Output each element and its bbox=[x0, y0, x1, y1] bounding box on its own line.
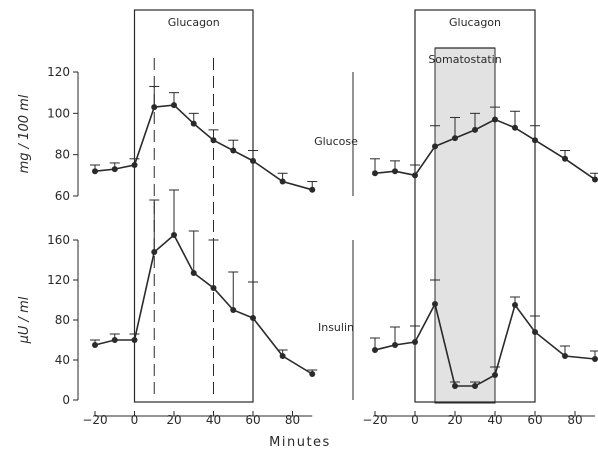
data-point bbox=[432, 143, 438, 150]
data-point bbox=[190, 270, 197, 276]
data-point bbox=[412, 172, 418, 179]
data-point bbox=[309, 371, 316, 377]
x-tick-label: 0 bbox=[411, 413, 419, 427]
data-point bbox=[372, 347, 378, 353]
x-tick-label: 20 bbox=[166, 413, 181, 427]
data-point bbox=[592, 176, 598, 183]
data-point bbox=[452, 135, 458, 142]
y-tick-label: 160 bbox=[47, 233, 70, 247]
x-tick-label: 0 bbox=[131, 413, 139, 427]
x-tick-label: 20 bbox=[447, 413, 462, 427]
x-tick-label: 80 bbox=[285, 413, 300, 427]
y-tick-label: 120 bbox=[47, 273, 70, 287]
y-tick-label: 40 bbox=[55, 353, 70, 367]
data-point bbox=[592, 356, 598, 362]
data-point bbox=[309, 186, 316, 193]
data-point bbox=[151, 104, 158, 111]
data-point bbox=[210, 285, 217, 291]
data-point bbox=[190, 120, 197, 127]
data-point bbox=[151, 249, 158, 255]
labels-layer: Glucagon 60 80 100 120 mg / 100 ml Glucose 0 40 8… bbox=[17, 16, 583, 427]
y-tick-label: 80 bbox=[55, 148, 70, 162]
data-layer bbox=[90, 85, 598, 389]
data-point bbox=[512, 302, 518, 308]
data-point bbox=[250, 315, 256, 321]
data-point bbox=[472, 383, 478, 389]
somatostatin-label: Somatostatin bbox=[428, 53, 501, 66]
axes-layer bbox=[73, 71, 595, 417]
data-point bbox=[492, 372, 498, 378]
x-tick-label: 60 bbox=[245, 413, 260, 427]
glucagon-label: Glucagon bbox=[449, 16, 501, 29]
data-point bbox=[562, 353, 568, 359]
data-point bbox=[492, 116, 498, 123]
data-point bbox=[92, 168, 98, 175]
shade-layer bbox=[434, 47, 496, 404]
y-tick-label: 120 bbox=[47, 65, 70, 79]
data-point bbox=[372, 170, 378, 177]
data-point bbox=[131, 337, 138, 343]
data-point bbox=[532, 329, 538, 335]
y-axis-title-insulin: µU / ml bbox=[17, 296, 32, 344]
glucagon-frame bbox=[133, 9, 254, 403]
x-tick-label: 80 bbox=[567, 413, 582, 427]
glucagon-frame bbox=[414, 9, 536, 403]
data-point bbox=[452, 383, 458, 389]
data-point bbox=[279, 178, 286, 185]
data-point bbox=[432, 301, 438, 307]
data-point bbox=[250, 157, 256, 164]
somatostatin-shade bbox=[434, 47, 496, 404]
data-point bbox=[392, 168, 398, 175]
data-point bbox=[412, 339, 418, 345]
data-point bbox=[92, 342, 98, 348]
data-point bbox=[472, 126, 478, 133]
series-label-insulin: Insulin bbox=[318, 321, 354, 334]
data-point bbox=[111, 166, 118, 173]
x-tick-label: 40 bbox=[487, 413, 502, 427]
y-tick-label: 100 bbox=[47, 106, 70, 120]
data-point bbox=[230, 147, 237, 154]
series-line-glucose-left bbox=[94, 104, 313, 191]
x-tick-label: −20 bbox=[82, 413, 107, 427]
glucagon-label: Glucagon bbox=[168, 16, 220, 29]
y-axis-title-glucose: mg / 100 ml bbox=[17, 94, 32, 173]
data-point bbox=[392, 342, 398, 348]
x-axis-label: Minutes bbox=[269, 435, 331, 450]
data-point bbox=[210, 137, 217, 144]
data-point bbox=[279, 353, 286, 359]
y-tick-label: 60 bbox=[55, 189, 70, 203]
x-tick-label: 60 bbox=[527, 413, 542, 427]
data-point bbox=[562, 155, 568, 162]
x-tick-label: 40 bbox=[206, 413, 221, 427]
data-point bbox=[171, 102, 177, 109]
x-tick-label: −20 bbox=[362, 413, 387, 427]
data-point bbox=[512, 124, 518, 131]
data-point bbox=[111, 337, 118, 343]
data-point bbox=[230, 307, 237, 313]
series-label-glucose: Glucose bbox=[314, 135, 358, 148]
data-point bbox=[131, 162, 138, 168]
y-tick-label: 80 bbox=[55, 313, 70, 327]
data-point bbox=[532, 137, 538, 144]
y-tick-label: 0 bbox=[62, 393, 70, 407]
series-line-insulin-left bbox=[94, 233, 313, 375]
data-point bbox=[171, 232, 177, 238]
